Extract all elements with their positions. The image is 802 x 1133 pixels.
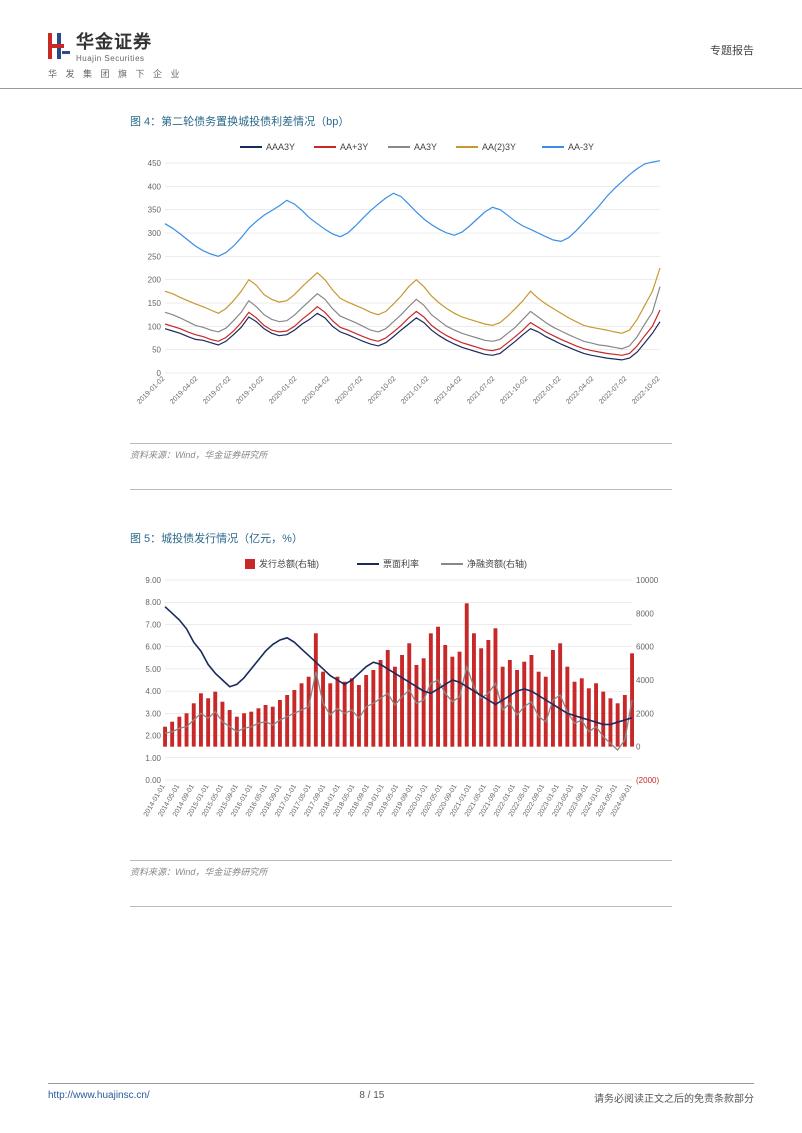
figure-4-svg: 0501001502002503003504004502019-01-02201… xyxy=(130,135,670,435)
svg-text:6000: 6000 xyxy=(636,643,654,652)
footer: http://www.huajinsc.cn/ 8 / 15 请务必阅读正文之后… xyxy=(48,1083,754,1105)
svg-text:2019-07-02: 2019-07-02 xyxy=(202,375,232,405)
svg-text:9.00: 9.00 xyxy=(145,576,161,585)
header: 华金证券 Huajin Securities 华 发 集 团 旗 下 企 业 专… xyxy=(0,0,802,89)
content: 图 4：第二轮债务置换城投债利差情况（bp） 0 50 100 150 200 250 30… xyxy=(0,89,802,907)
svg-text:0.00: 0.00 xyxy=(145,776,161,785)
svg-text:350: 350 xyxy=(148,206,162,215)
svg-text:2.00: 2.00 xyxy=(145,732,161,741)
company-name-en: Huajin Securities xyxy=(76,54,152,63)
figure-4-chart: 0501001502002503003504004502019-01-02201… xyxy=(130,135,670,435)
svg-text:发行总额(右轴): 发行总额(右轴) xyxy=(259,558,319,569)
svg-text:200: 200 xyxy=(148,276,162,285)
footer-disclaimer: 请务必阅读正文之后的免责条款部分 xyxy=(594,1090,754,1105)
svg-text:(2000): (2000) xyxy=(636,776,659,785)
figure-5-title: 图 5：城投债发行情况（亿元，%） xyxy=(130,530,672,546)
svg-text:2020-10-02: 2020-10-02 xyxy=(367,375,397,405)
figure-4-source: 资料来源：Wind，华金证券研究所 xyxy=(130,443,672,490)
svg-text:4000: 4000 xyxy=(636,676,654,685)
doc-type: 专题报告 xyxy=(710,28,754,58)
svg-text:2022-04-02: 2022-04-02 xyxy=(565,375,595,405)
svg-text:AA+3Y: AA+3Y xyxy=(340,142,368,152)
logo-block: 华金证券 Huajin Securities 华 发 集 团 旗 下 企 业 xyxy=(48,28,183,80)
svg-text:300: 300 xyxy=(148,229,162,238)
svg-text:4.00: 4.00 xyxy=(145,687,161,696)
svg-text:450: 450 xyxy=(148,159,162,168)
svg-text:AA(2)3Y: AA(2)3Y xyxy=(482,142,516,152)
svg-text:AA3Y: AA3Y xyxy=(414,142,437,152)
svg-text:10000: 10000 xyxy=(636,576,659,585)
svg-text:2021-07-02: 2021-07-02 xyxy=(466,375,496,405)
logo-icon xyxy=(48,33,70,59)
svg-text:2000: 2000 xyxy=(636,709,654,718)
svg-text:2019-10-02: 2019-10-02 xyxy=(235,375,265,405)
figure-4-block: 图 4：第二轮债务置换城投债利差情况（bp） 05010015020025030… xyxy=(130,113,672,490)
page: 华金证券 Huajin Securities 华 发 集 团 旗 下 企 业 专… xyxy=(0,0,802,1133)
svg-text:6.00: 6.00 xyxy=(145,643,161,652)
svg-text:1.00: 1.00 xyxy=(145,754,161,763)
svg-text:400: 400 xyxy=(148,182,162,191)
svg-text:0: 0 xyxy=(636,743,641,752)
svg-text:100: 100 xyxy=(148,322,162,331)
svg-text:50: 50 xyxy=(152,346,161,355)
svg-text:2022-01-02: 2022-01-02 xyxy=(532,375,562,405)
svg-text:2022-07-02: 2022-07-02 xyxy=(598,375,628,405)
svg-text:2020-04-02: 2020-04-02 xyxy=(301,375,331,405)
figure-5-svg: 0.00 1.00 2.00 3.00 4.00 5.00 6.00 7.00 8.00 9.00… xyxy=(130,552,670,852)
svg-text:5.00: 5.00 xyxy=(145,665,161,674)
svg-text:票面利率: 票面利率 xyxy=(383,558,419,569)
svg-text:2021-10-02: 2021-10-02 xyxy=(499,375,529,405)
figure-5-block: 图 5：城投债发行情况（亿元，%） 0.00 1.00 2.00 3.00 4.00 5.… xyxy=(130,530,672,907)
svg-text:2020-07-02: 2020-07-02 xyxy=(334,375,364,405)
figure-5-chart: 0.00 1.00 2.00 3.00 4.00 5.00 6.00 7.00 8.00 9.00… xyxy=(130,552,670,852)
svg-text:7.00: 7.00 xyxy=(145,620,161,629)
svg-text:3.00: 3.00 xyxy=(145,709,161,718)
svg-text:2019-01-02: 2019-01-02 xyxy=(136,375,166,405)
svg-text:AAA3Y: AAA3Y xyxy=(266,142,295,152)
svg-text:2020-01-02: 2020-01-02 xyxy=(268,375,298,405)
svg-text:250: 250 xyxy=(148,252,162,261)
svg-text:2021-04-02: 2021-04-02 xyxy=(433,375,463,405)
figure-5-source: 资料来源：Wind，华金证券研究所 xyxy=(130,860,672,907)
svg-text:AA-3Y: AA-3Y xyxy=(568,142,594,152)
figure-4-title: 图 4：第二轮债务置换城投债利差情况（bp） xyxy=(130,113,672,129)
svg-text:2022-10-02: 2022-10-02 xyxy=(631,375,661,405)
svg-text:8000: 8000 xyxy=(636,609,654,618)
svg-text:净融资额(右轴): 净融资额(右轴) xyxy=(467,558,527,569)
svg-text:8.00: 8.00 xyxy=(145,598,161,607)
footer-page: 8 / 15 xyxy=(359,1090,384,1105)
svg-text:150: 150 xyxy=(148,299,162,308)
svg-text:2021-01-02: 2021-01-02 xyxy=(400,375,430,405)
company-name-cn: 华金证券 xyxy=(76,28,152,54)
company-tagline: 华 发 集 团 旗 下 企 业 xyxy=(48,67,183,80)
svg-text:2019-04-02: 2019-04-02 xyxy=(169,375,199,405)
footer-url: http://www.huajinsc.cn/ xyxy=(48,1090,150,1105)
